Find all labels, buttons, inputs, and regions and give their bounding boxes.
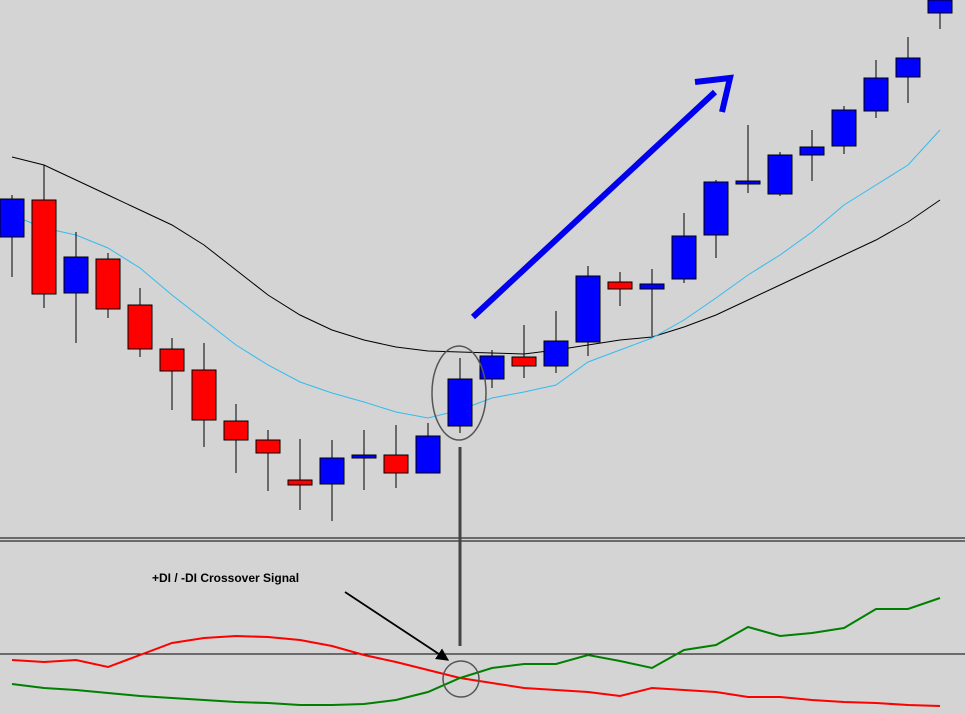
candle-body: [127, 304, 153, 350]
candle-body: [543, 340, 569, 367]
candle-body: [255, 439, 281, 454]
candle-body: [351, 454, 377, 459]
candle-body: [895, 57, 921, 78]
candle-body: [319, 457, 345, 485]
indicator-line: [11, 597, 941, 706]
candle-body: [767, 154, 793, 195]
crossover-circle: [442, 660, 480, 698]
candle-body: [511, 356, 537, 367]
price-panel: [0, 0, 953, 521]
candle-body: [383, 454, 409, 474]
candle-body: [479, 355, 505, 380]
candle-body: [799, 146, 825, 156]
candle-body: [703, 181, 729, 236]
candle-body: [287, 479, 313, 486]
candle-body: [863, 77, 889, 112]
candle-body: [31, 199, 57, 295]
candle-body: [63, 256, 89, 294]
candle-body: [831, 109, 857, 147]
trend-arrow: [470, 74, 734, 320]
annotation: +DI / -DI Crossover Signal: [152, 571, 299, 585]
candle-body: [223, 420, 249, 441]
candle-body: [575, 275, 601, 343]
candle-body: [639, 283, 665, 290]
candle-body: [735, 180, 761, 185]
highlight-ellipse: [431, 345, 487, 441]
indicator-line: [11, 156, 941, 355]
candle-body: [671, 235, 697, 280]
candle-body: [607, 281, 633, 290]
indicator-line: [11, 129, 941, 419]
candle-body: [0, 198, 25, 238]
indicator-line: [11, 634, 941, 707]
candle-body: [95, 258, 121, 310]
candle-body: [191, 369, 217, 421]
candle-body: [159, 348, 185, 372]
annotation-arrow: [344, 591, 450, 661]
candle-body: [927, 0, 953, 14]
candle-body: [447, 378, 473, 427]
indicator-panel: [0, 597, 965, 707]
candle-body: [415, 435, 441, 474]
